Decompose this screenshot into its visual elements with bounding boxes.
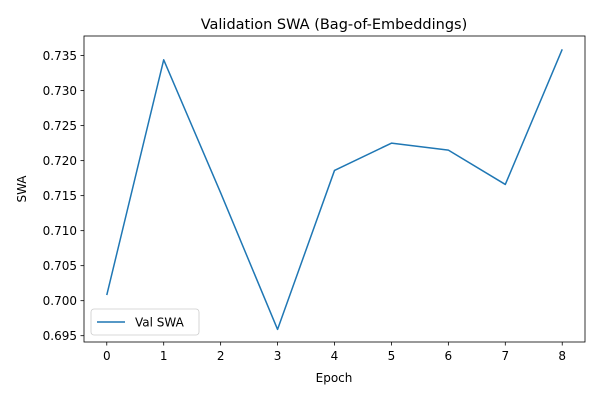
- y-tick-label: 0.725: [43, 119, 77, 133]
- x-tick-label: 0: [103, 349, 111, 363]
- y-axis-ticks: 0.695 0.700 0.705 0.710 0.715 0.720 0.725 0.730…: [43, 49, 84, 343]
- y-tick-label: 0.695: [43, 329, 77, 343]
- y-axis-title: SWA: [15, 175, 29, 203]
- plot-frame: [83, 35, 586, 343]
- y-tick-label: 0.705: [43, 259, 77, 273]
- y-tick-label: 0.735: [43, 49, 77, 63]
- x-tick-label: 7: [501, 349, 509, 363]
- x-axis-title: Epoch: [316, 371, 353, 385]
- x-tick-label: 8: [558, 349, 566, 363]
- x-tick-label: 5: [388, 349, 396, 363]
- legend-box: [90, 308, 200, 336]
- y-tick-label: 0.710: [43, 224, 77, 238]
- y-tick-label: 0.720: [43, 154, 77, 168]
- x-axis-ticks: 0 1 2 3 4 5 6 7 8: [103, 342, 566, 363]
- x-tick-label: 1: [160, 349, 168, 363]
- y-tick-label: 0.715: [43, 189, 77, 203]
- series-line-val-swa: [106, 49, 563, 331]
- x-tick-label: 6: [445, 349, 453, 363]
- chart-title: Validation SWA (Bag-of-Embeddings): [201, 17, 468, 33]
- x-tick-label: 2: [217, 349, 225, 363]
- x-tick-label: 4: [331, 349, 339, 363]
- x-tick-label: 3: [274, 349, 282, 363]
- legend: Val SWA: [90, 308, 200, 336]
- y-tick-label: 0.700: [43, 294, 77, 308]
- y-tick-label: 0.730: [43, 84, 77, 98]
- legend-label: Val SWA: [135, 316, 185, 330]
